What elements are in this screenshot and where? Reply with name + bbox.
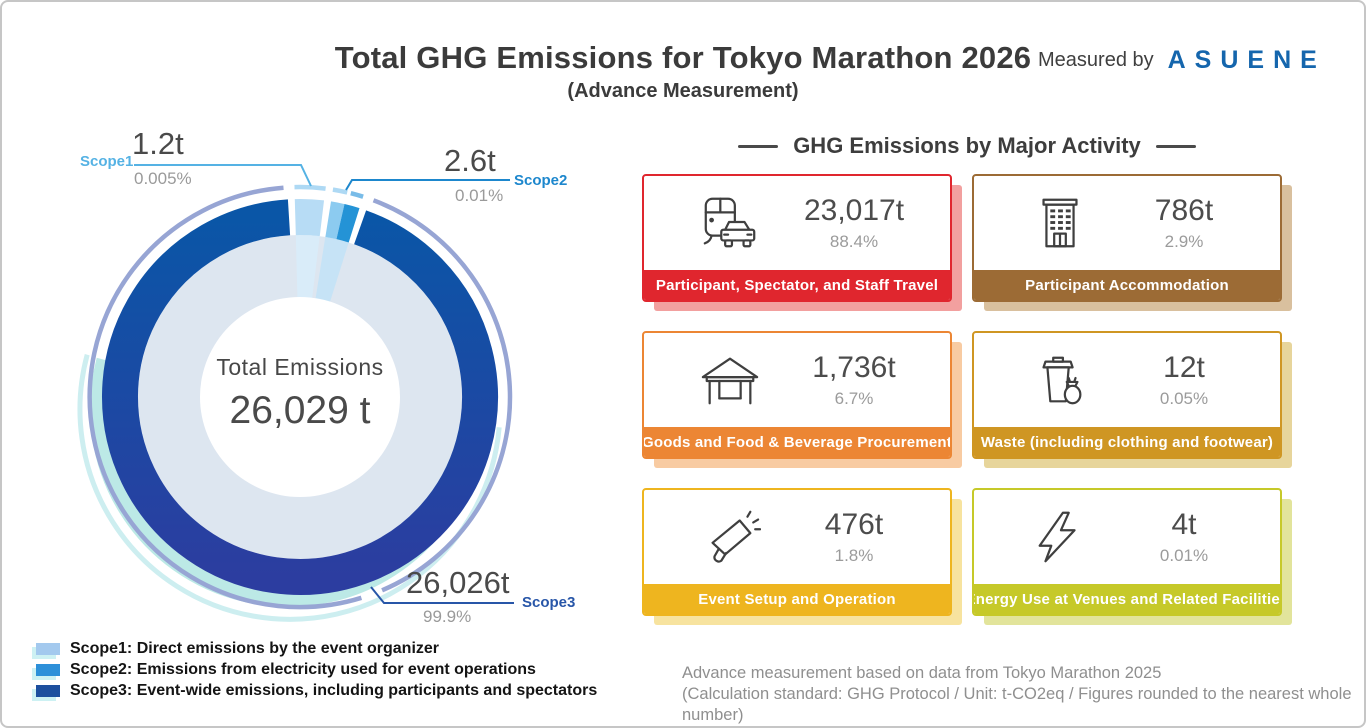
legend-item-scope1: Scope1: Direct emissions by the event or… xyxy=(36,638,597,659)
megaphone-icon xyxy=(676,509,784,565)
activity-card-event-setup: 476t 1.8% Event Setup and Operation xyxy=(642,488,952,616)
card-stats: 23,017t 88.4% xyxy=(784,194,950,252)
scope2-segment-light xyxy=(325,201,345,240)
activity-percent: 1.8% xyxy=(834,546,874,565)
legend-item-scope3: Scope3: Event-wide emissions, including … xyxy=(36,680,597,701)
activity-title: Participant, Spectator, and Staff Travel xyxy=(644,270,950,300)
card-stats: 1,736t 6.7% xyxy=(784,351,950,409)
card-stats: 476t 1.8% xyxy=(784,508,950,566)
activity-card-energy: 4t 0.01% Energy Use at Venues and Relate… xyxy=(972,488,1282,616)
tent-icon xyxy=(676,352,784,408)
card-body: 12t 0.05% xyxy=(974,333,1280,427)
card-stats: 4t 0.01% xyxy=(1114,508,1280,566)
scope2-segment xyxy=(336,204,360,243)
activity-percent: 2.9% xyxy=(1164,232,1204,251)
building-icon xyxy=(1006,195,1114,251)
scope2-percent: 0.01% xyxy=(455,186,504,205)
page-title: Total GHG Emissions for Tokyo Marathon 2… xyxy=(334,40,1032,75)
scope1-swatch xyxy=(36,642,60,655)
activity-card-accommodation: 786t 2.9% Participant Accommodation xyxy=(972,174,1282,302)
activity-percent: 0.05% xyxy=(1159,389,1209,408)
scope2-leader-line xyxy=(345,179,510,191)
scope3-value: 26,026t xyxy=(406,565,510,600)
card-stats: 786t 2.9% xyxy=(1114,194,1280,252)
asuene-logo: ASUENE xyxy=(1167,46,1326,74)
scope3-swatch xyxy=(36,684,60,697)
activity-card-procurement: 1,736t 6.7% Goods and Food & Beverage Pr… xyxy=(642,331,952,459)
outer-dash-scope1 xyxy=(294,184,326,191)
card-body: 786t 2.9% xyxy=(974,176,1280,270)
scope3-label: Scope3 xyxy=(522,594,576,611)
scope1-percent: 0.005% xyxy=(134,169,192,188)
scope1-value: 1.2t xyxy=(132,126,184,161)
activity-card-waste: 12t 0.05% Waste (including clothing and … xyxy=(972,331,1282,459)
legend-label: Scope3: Event-wide emissions, including … xyxy=(70,681,598,699)
activity-card-travel: 23,017t 88.4% Participant, Spectator, an… xyxy=(642,174,952,302)
card-body: 23,017t 88.4% xyxy=(644,176,950,270)
scope1-leader-line xyxy=(134,164,312,187)
transport-icon xyxy=(676,195,784,251)
outer-dash-scope2a xyxy=(332,187,348,195)
activity-title: Participant Accommodation xyxy=(974,270,1280,300)
donut-center-text: Total Emissions 26,029 t xyxy=(190,354,410,433)
measured-by-label: Measured by xyxy=(1038,49,1154,71)
legend-label: Scope1: Direct emissions by the event or… xyxy=(70,639,440,657)
outer-dash-scope2b xyxy=(350,191,364,199)
outer-ring-arc-a xyxy=(372,198,513,593)
card-body: 4t 0.01% xyxy=(974,490,1280,584)
activity-title: Goods and Food & Beverage Procurement xyxy=(644,427,950,457)
total-emissions-label: Total Emissions xyxy=(216,354,384,380)
activity-value: 23,017t xyxy=(803,194,905,227)
scope2-value: 2.6t xyxy=(444,143,496,178)
scope1-label: Scope1 xyxy=(80,153,134,170)
waste-icon xyxy=(1006,352,1114,408)
activity-cards-grid: 23,017t 88.4% Participant, Spectator, an… xyxy=(642,174,1282,616)
heading-dash-right xyxy=(1155,144,1196,148)
footnote-line-1: Advance measurement based on data from T… xyxy=(682,664,1162,682)
scope3-segment xyxy=(102,199,498,595)
scope2-swatch xyxy=(36,663,60,676)
activity-title: Waste (including clothing and footwear) xyxy=(974,427,1280,457)
activities-heading: GHG Emissions by Major Activity xyxy=(642,133,1292,159)
card-stats: 12t 0.05% xyxy=(1114,351,1280,409)
scope3-leader-line xyxy=(370,586,514,604)
scope1-segment xyxy=(294,199,325,237)
footnote: Advance measurement based on data from T… xyxy=(682,663,1364,726)
page-subtitle: (Advance Measurement) xyxy=(567,80,799,102)
heading-dash-left xyxy=(738,144,779,148)
activity-value: 786t xyxy=(1154,194,1214,227)
footnote-line-2: (Calculation standard: GHG Protocol / Un… xyxy=(682,685,1352,724)
activity-value: 4t xyxy=(1171,508,1197,541)
activity-percent: 6.7% xyxy=(834,389,874,408)
donut-center-circle xyxy=(200,297,400,497)
donut-chart xyxy=(77,164,514,622)
activity-value: 12t xyxy=(1163,351,1205,384)
card-body: 1,736t 6.7% xyxy=(644,333,950,427)
scope2-label: Scope2 xyxy=(514,172,568,189)
activity-percent: 88.4% xyxy=(829,232,879,251)
card-body: 476t 1.8% xyxy=(644,490,950,584)
activity-percent: 0.01% xyxy=(1159,546,1209,565)
activity-value: 1,736t xyxy=(812,351,896,384)
activity-title: Energy Use at Venues and Related Facilit… xyxy=(974,584,1280,614)
total-emissions-value: 26,029 t xyxy=(229,389,371,432)
outer-ring-arc-b xyxy=(87,185,363,610)
legend-item-scope2: Scope2: Emissions from electricity used … xyxy=(36,659,597,680)
measured-by-block: Measured by ASUENE xyxy=(1038,46,1326,75)
activity-value: 476t xyxy=(824,508,884,541)
lightning-icon xyxy=(1006,509,1114,565)
activity-title: Event Setup and Operation xyxy=(644,584,950,614)
scope-legend: Scope1: Direct emissions by the event or… xyxy=(36,638,597,701)
activities-heading-text: GHG Emissions by Major Activity xyxy=(793,133,1141,158)
scope3-percent: 99.9% xyxy=(423,607,472,626)
legend-label: Scope2: Emissions from electricity used … xyxy=(70,660,536,678)
